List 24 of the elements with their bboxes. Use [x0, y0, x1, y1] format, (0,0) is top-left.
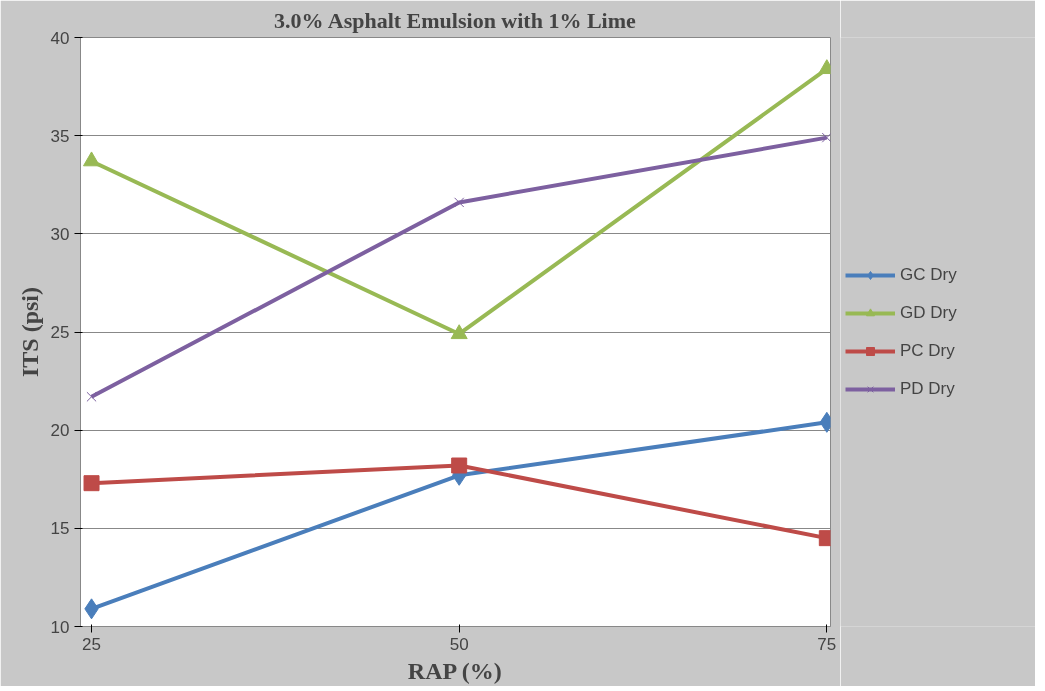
point	[821, 132, 831, 143]
y-tick-label: 25	[50, 323, 70, 342]
point	[83, 151, 101, 167]
y-tick-label: 40	[50, 28, 70, 48]
point	[454, 197, 465, 208]
x-tick-label: 25	[82, 634, 101, 654]
point	[451, 457, 468, 474]
y-tick-label: 20	[50, 421, 70, 441]
point	[83, 475, 100, 492]
y-tick-label: 10	[50, 617, 70, 637]
legend-label: GC Dry	[900, 264, 957, 285]
legend-label: GD Dry	[900, 302, 957, 323]
point	[86, 391, 97, 402]
y-tick-label: 15	[50, 519, 70, 539]
y-tick-label: 30	[50, 224, 70, 244]
y-axis-title: ITS (psi)	[16, 286, 43, 378]
point	[450, 324, 468, 340]
chart-title: 3.0% Asphalt Emulsion with 1% Lime	[273, 7, 637, 33]
y-tick-label: 35	[50, 126, 70, 146]
legend-label: PD Dry	[900, 378, 955, 399]
x-tick-label: 50	[449, 634, 469, 654]
x-axis-title: RAP (%)	[407, 657, 502, 684]
x-tick-label: 75	[817, 634, 837, 654]
legend-label: PC Dry	[900, 340, 955, 361]
